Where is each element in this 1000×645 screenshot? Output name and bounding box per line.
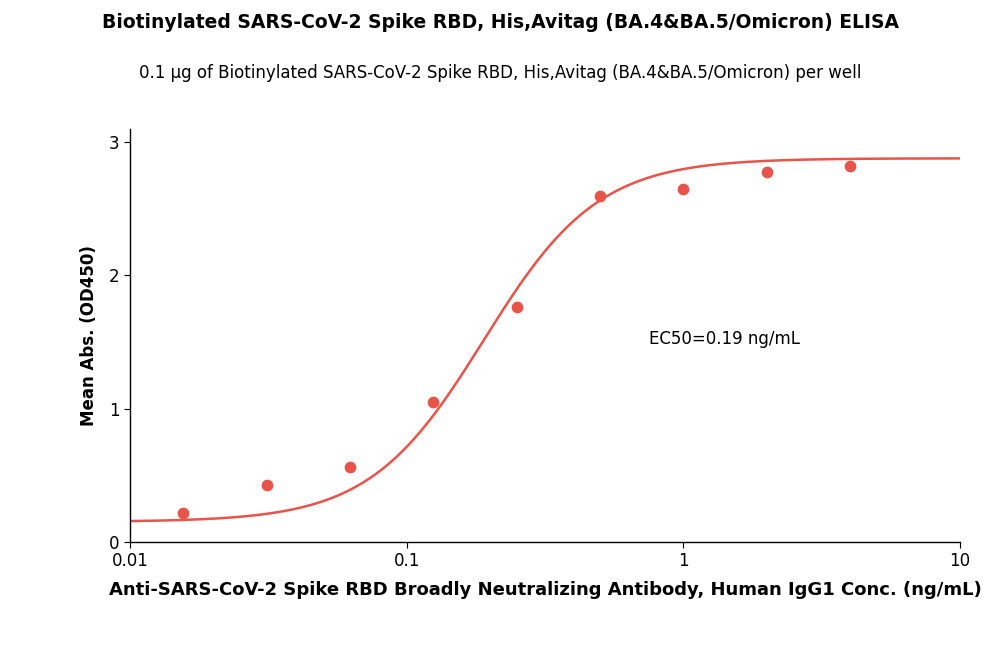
Y-axis label: Mean Abs. (OD450): Mean Abs. (OD450)	[80, 245, 98, 426]
Point	[509, 303, 525, 313]
Point	[425, 397, 441, 407]
Text: Biotinylated SARS-CoV-2 Spike RBD, His,Avitag (BA.4&BA.5/Omicron) ELISA: Biotinylated SARS-CoV-2 Spike RBD, His,A…	[102, 13, 898, 32]
Point	[259, 479, 275, 490]
Text: 0.1 μg of Biotinylated SARS-CoV-2 Spike RBD, His,Avitag (BA.4&BA.5/Omicron) per : 0.1 μg of Biotinylated SARS-CoV-2 Spike …	[139, 64, 861, 83]
Point	[842, 161, 858, 172]
X-axis label: Anti-SARS-CoV-2 Spike RBD Broadly Neutralizing Antibody, Human IgG1 Conc. (ng/mL: Anti-SARS-CoV-2 Spike RBD Broadly Neutra…	[109, 581, 981, 599]
Point	[675, 184, 691, 194]
Point	[342, 462, 358, 472]
Point	[592, 190, 608, 201]
Point	[175, 508, 191, 518]
Text: EC50=0.19 ng/mL: EC50=0.19 ng/mL	[649, 330, 800, 348]
Point	[759, 166, 775, 177]
